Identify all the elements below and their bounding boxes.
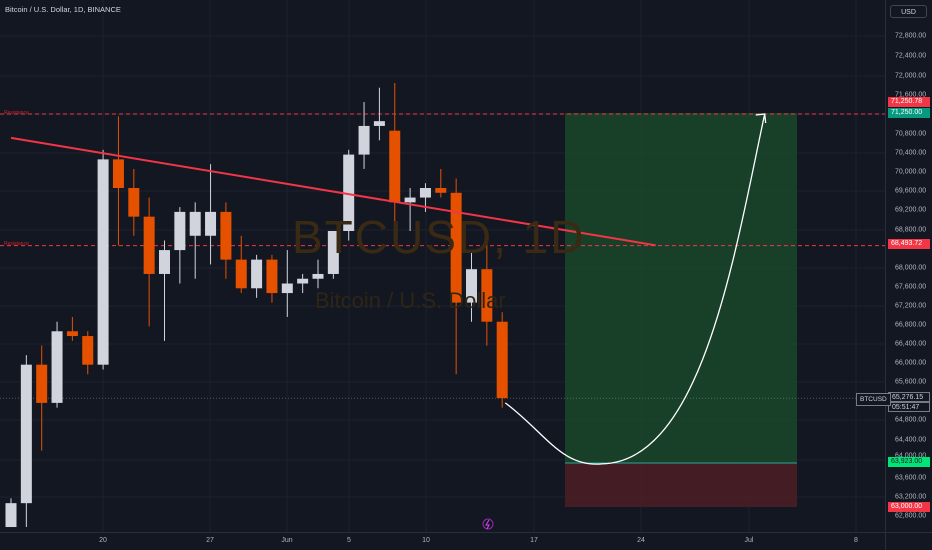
price-tick: 70,800.00	[895, 130, 927, 138]
price-tick: 69,600.00	[895, 187, 927, 195]
candle-body	[20, 364, 32, 504]
resistance-price-badge: 68,493.72	[888, 239, 930, 249]
price-axis[interactable]	[885, 0, 932, 532]
resistance-label-lower: Resistance	[4, 241, 29, 247]
price-tick: 70,400.00	[895, 149, 927, 157]
candle-body	[435, 188, 447, 193]
price-tick: 72,800.00	[895, 32, 927, 40]
target-level-badge: 71,250.00	[888, 108, 930, 118]
candle-body	[327, 230, 339, 274]
time-tick: 5	[347, 537, 351, 544]
price-tick: 72,400.00	[895, 52, 927, 60]
candle-body	[373, 121, 385, 126]
price-tick: 66,800.00	[895, 321, 927, 329]
candle-body	[450, 192, 462, 303]
candle-body	[358, 125, 370, 155]
candle-body	[312, 273, 324, 279]
price-tick: 68,000.00	[895, 264, 927, 272]
entry-price-badge: 63,923.00	[888, 457, 930, 467]
price-chart[interactable]	[0, 0, 885, 532]
bar-countdown-badge: 05:51:47	[888, 402, 930, 412]
time-tick: 17	[530, 537, 538, 544]
time-tick: 27	[206, 537, 214, 544]
watermark-name: Bitcoin / U.S. Dollar	[315, 288, 506, 313]
stop-zone	[565, 463, 797, 507]
candle-body	[419, 188, 431, 198]
flash-icon	[482, 518, 494, 530]
time-axis[interactable]	[0, 532, 885, 550]
price-tick: 68,800.00	[895, 226, 927, 234]
candle-body	[404, 197, 416, 203]
price-tick: 64,800.00	[895, 416, 927, 424]
candle-body	[205, 211, 217, 236]
candle-body	[143, 216, 155, 274]
candle-body	[66, 331, 78, 337]
price-tick: 67,600.00	[895, 283, 927, 291]
candles	[5, 82, 508, 528]
price-tick: 63,200.00	[895, 493, 927, 501]
candle-body	[481, 269, 493, 322]
candle-body	[36, 364, 48, 403]
price-tick: 72,000.00	[895, 72, 927, 80]
candle-body	[51, 331, 63, 403]
price-tick: 62,800.00	[895, 512, 927, 520]
candle-body	[189, 211, 201, 236]
price-tick: 66,000.00	[895, 359, 927, 367]
symbol-tag: BTCUSD	[856, 393, 891, 406]
candle-body	[281, 283, 293, 294]
watermark-ticker: BTCUSD, 1D	[292, 211, 586, 263]
projection-path	[504, 113, 766, 465]
resistance-label-upper: Resistance	[4, 110, 29, 116]
flash-icon-bolt	[485, 519, 490, 530]
last-price-badge: 65,276.15	[888, 392, 930, 402]
time-tick: Jun	[281, 537, 293, 544]
price-tick: 64,400.00	[895, 436, 927, 444]
time-tick: 10	[422, 537, 430, 544]
price-tick: 69,200.00	[895, 206, 927, 214]
projection-arrowhead	[755, 113, 767, 124]
candle-body	[496, 321, 508, 399]
axis-corner	[885, 532, 932, 550]
time-tick: 20	[99, 537, 107, 544]
price-tick: 67,200.00	[895, 302, 927, 310]
time-tick: 8	[854, 537, 858, 544]
currency-button[interactable]: USD	[890, 5, 927, 18]
trend-line	[10, 136, 656, 247]
price-tick: 65,600.00	[895, 378, 927, 386]
time-tick: Jul	[744, 537, 754, 544]
price-tick: 70,000.00	[895, 168, 927, 176]
price-tick: 66,400.00	[895, 340, 927, 348]
candle-body	[82, 336, 94, 365]
candle-body	[297, 278, 309, 284]
candle-body	[266, 259, 278, 294]
candle-body	[5, 503, 17, 528]
target-price-badge: 71,250.78	[888, 97, 930, 107]
candle-body	[97, 159, 109, 365]
time-tick: 24	[637, 537, 645, 544]
candle-body	[466, 269, 477, 303]
candle-body	[220, 211, 232, 260]
price-tick: 64,000.00	[895, 452, 927, 460]
candle-body	[389, 130, 401, 203]
price-tick: 71,600.00	[895, 91, 927, 99]
candle-body	[343, 154, 355, 231]
chart-title: Bitcoin / U.S. Dollar, 1D, BINANCE	[5, 5, 121, 14]
candle-body	[235, 259, 247, 289]
candle-body	[251, 259, 263, 289]
candle-body	[112, 159, 124, 189]
target-zone	[565, 113, 797, 463]
candle-body	[174, 211, 186, 251]
price-tick: 63,600.00	[895, 474, 927, 482]
candle-body	[128, 188, 140, 217]
stop-price-badge: 63,000.00	[888, 502, 930, 512]
candle-body	[159, 250, 170, 274]
